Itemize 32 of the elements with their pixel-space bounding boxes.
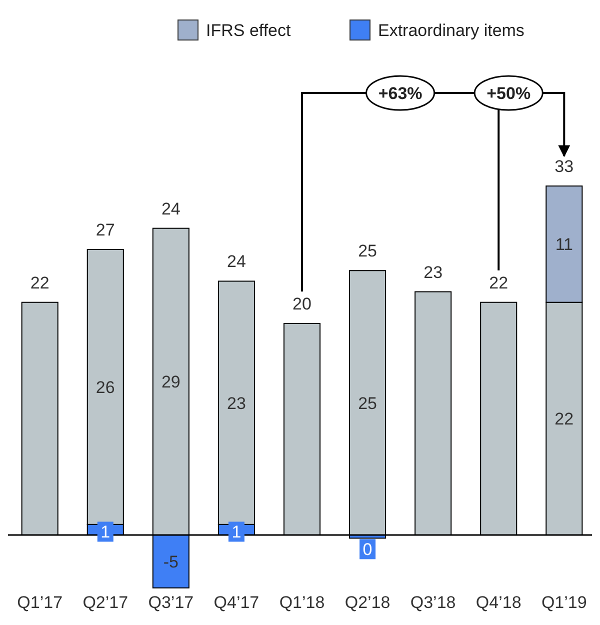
total-label: 22 — [30, 273, 50, 292]
total-label: 20 — [292, 294, 312, 314]
total-label: 22 — [489, 273, 508, 292]
data-label: 11 — [555, 235, 573, 254]
data-label: -5 — [163, 552, 178, 572]
data-label: 23 — [227, 394, 246, 413]
text: +63% — [378, 84, 422, 103]
x-tick-label: Q2’17 — [82, 593, 128, 612]
data-label: 25 — [358, 394, 377, 413]
x-tick-label: Q4’18 — [476, 593, 522, 612]
total-label: 27 — [96, 220, 115, 240]
data-label: 29 — [161, 372, 180, 392]
total-label: 24 — [161, 199, 180, 218]
x-tick-label: Q3’18 — [410, 593, 456, 612]
total-label: 25 — [358, 242, 377, 261]
data-label: 22 — [554, 410, 574, 429]
legend-label: Extraordinary items — [378, 20, 524, 40]
data-label: 1 — [100, 522, 110, 542]
data-label: 1 — [232, 522, 242, 542]
x-tick-label: Q3’17 — [148, 593, 194, 612]
x-tick-label: Q1’19 — [541, 593, 587, 612]
data-label: 26 — [96, 378, 115, 397]
legend-label: IFRS effect — [206, 20, 291, 40]
x-tick-label: Q1’18 — [279, 593, 325, 612]
x-tick-label: Q2’18 — [344, 593, 390, 612]
data-label: 0 — [362, 540, 372, 560]
total-label: 24 — [227, 252, 246, 272]
total-label: 23 — [424, 262, 443, 282]
x-tick-label: Q4’17 — [214, 593, 260, 612]
text: +50% — [486, 84, 531, 103]
x-tick-label: Q1’17 — [17, 593, 63, 612]
total-label: 33 — [554, 157, 574, 176]
